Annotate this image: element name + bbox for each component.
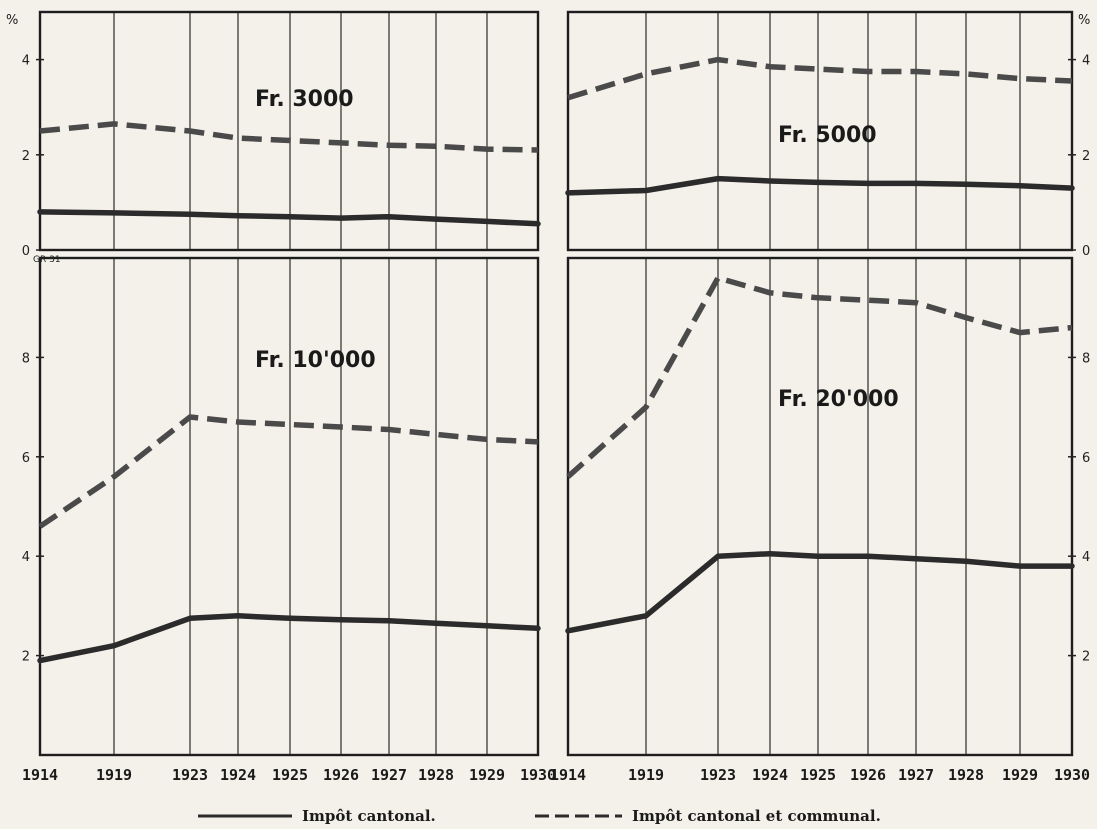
panel-0-ytick-label-0: 0 [22, 244, 30, 259]
xtick-label-left-1925: 1925 [272, 766, 308, 784]
xtick-label-right-1928: 1928 [948, 766, 984, 784]
xtick-label-left-1929: 1929 [469, 766, 505, 784]
panel-1-series-cantonal [565, 175, 1075, 196]
xtick-label-left-1926: 1926 [323, 766, 359, 784]
xtick-label-left-1930: 1930 [520, 766, 556, 784]
panel-1-ytick-label-2: 4 [1082, 54, 1090, 69]
legend: Impôt cantonal. Impôt cantonal et commun… [198, 807, 881, 825]
panel-3-ytick-label-1: 4 [1082, 550, 1090, 565]
xtick-label-right-1923: 1923 [700, 766, 736, 784]
xtick-label-left-1928: 1928 [418, 766, 454, 784]
xtick-label-right-1925: 1925 [800, 766, 836, 784]
panel-3: 2 4 6 8 Fr. 20'000 [565, 256, 1090, 757]
panel-1-unit: % [1078, 13, 1090, 28]
xtick-label-right-1914: 1914 [550, 766, 586, 784]
panel-3-ytick-label-0: 2 [1082, 650, 1090, 665]
legend-label-cantonal-communal: Impôt cantonal et communal. [632, 807, 881, 825]
panel-1-ytick-label-1: 2 [1082, 149, 1090, 164]
panel-1: 0 2 4% Fr. 5000 [565, 10, 1090, 259]
panel-0-ytick-label-2: 4 [22, 54, 30, 69]
panel-1-ytick-label-0: 0 [1082, 244, 1090, 259]
xtick-label-left-1924: 1924 [220, 766, 256, 784]
xtick-label-right-1926: 1926 [850, 766, 886, 784]
panel-1-frame [566, 10, 1074, 252]
xtick-label-left-1914: 1914 [22, 766, 58, 784]
corner-code: GR 31 [33, 255, 61, 265]
panel-3-title: Fr. 20'000 [778, 387, 899, 412]
panel-3-series-cantonal [565, 550, 1075, 634]
panel-0-series-cantonal-communal [39, 121, 539, 153]
panel-3-ytick-label-2: 6 [1082, 451, 1090, 466]
legend-label-cantonal: Impôt cantonal. [302, 807, 436, 825]
panel-2-frame [38, 256, 540, 757]
panel-3-series-cantonal-communal [566, 275, 1073, 479]
panel-1-title: Fr. 5000 [778, 123, 877, 148]
panel-2-ytick-label-1: 4 [22, 550, 30, 565]
panel-2: 2 4 6 8 Fr. 10'000 [22, 256, 541, 757]
panel-0-ytick-label-1: 2 [22, 149, 30, 164]
xtick-label-left-1927: 1927 [371, 766, 407, 784]
panel-0: 0 2 4% Fr. 3000 [6, 10, 541, 259]
xtick-label-right-1919: 1919 [628, 766, 664, 784]
chart-panels: 0 2 4% Fr. 3000 0 2 4% Fr. 5000 2 4 6 8 Fr. 10'000 2 4… [6, 10, 1090, 784]
panel-0-unit: % [6, 13, 18, 28]
xtick-label-right-1927: 1927 [898, 766, 934, 784]
panel-2-ytick-label-2: 6 [22, 451, 30, 466]
x-axis-labels: 1914 1919 1923 1924 1925 1926 1927 1928 1929 1930… [22, 766, 1090, 784]
xtick-label-right-1930: 1930 [1054, 766, 1090, 784]
panel-0-title: Fr. 3000 [255, 87, 354, 112]
xtick-label-left-1919: 1919 [96, 766, 132, 784]
panel-1-series-cantonal-communal [567, 56, 1073, 101]
panel-3-ytick-label-3: 8 [1082, 351, 1090, 366]
panel-0-series-cantonal [37, 209, 541, 227]
panel-3-frame [566, 256, 1074, 757]
panel-2-series-cantonal [37, 613, 541, 664]
xtick-label-right-1929: 1929 [1002, 766, 1038, 784]
panel-2-ytick-label-3: 8 [22, 351, 30, 366]
xtick-label-left-1923: 1923 [172, 766, 208, 784]
panel-2-series-cantonal-communal [38, 414, 539, 529]
panel-2-ytick-label-0: 2 [22, 650, 30, 665]
panel-2-title: Fr. 10'000 [255, 348, 376, 373]
xtick-label-right-1924: 1924 [752, 766, 788, 784]
